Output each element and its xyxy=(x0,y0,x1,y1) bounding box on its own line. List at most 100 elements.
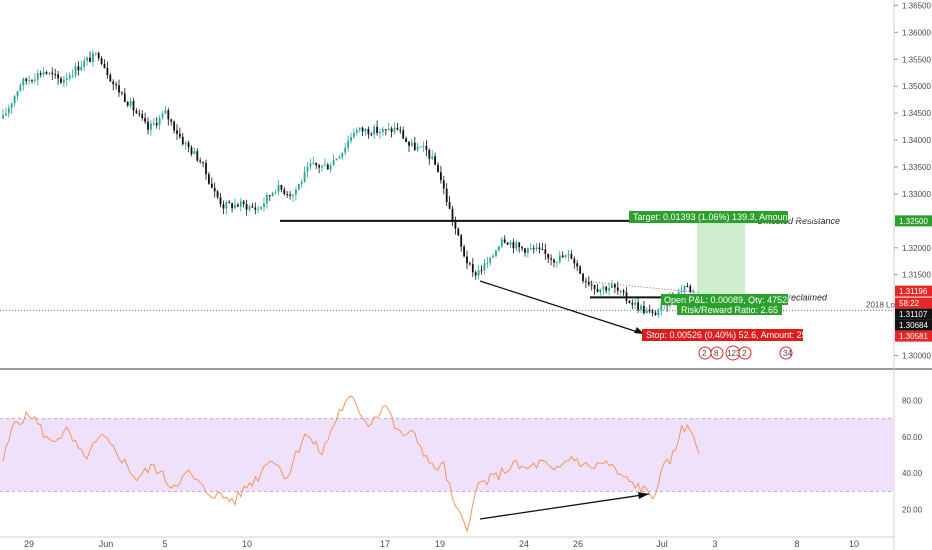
candle-body xyxy=(529,248,532,250)
candle-body xyxy=(190,147,193,155)
candle-body xyxy=(616,287,619,291)
event-icon[interactable] xyxy=(779,346,793,360)
candle-body xyxy=(274,191,277,193)
candle-body xyxy=(239,201,242,207)
candle-body xyxy=(245,204,248,210)
price-tag-box xyxy=(895,215,932,227)
candle-body xyxy=(419,146,422,148)
candle-body xyxy=(132,100,135,111)
candle-body xyxy=(576,263,579,267)
candle-body xyxy=(123,93,126,102)
stop-label-box[interactable] xyxy=(642,329,803,341)
candle-body xyxy=(355,129,358,133)
candle-body xyxy=(466,256,468,264)
event-count: 8 xyxy=(714,349,719,358)
candle-body xyxy=(266,195,268,204)
candle-body xyxy=(579,266,581,274)
event-count: 2 xyxy=(742,349,747,358)
rsi-trend-arrow[interactable] xyxy=(479,493,650,520)
candle-body xyxy=(477,270,480,276)
candle-body xyxy=(370,134,373,136)
candle-body xyxy=(425,145,428,150)
price-tick-label: 1.32000 xyxy=(902,244,931,253)
price-tag-box xyxy=(895,308,932,320)
price-tag-label: 1.30684 xyxy=(899,321,928,330)
candle-body xyxy=(692,290,695,292)
event-flag[interactable]: 123 xyxy=(725,345,741,361)
candle-body xyxy=(483,263,486,271)
candle-body xyxy=(657,310,660,315)
candle-body xyxy=(100,58,103,64)
candle-body xyxy=(268,195,271,197)
candle-body xyxy=(2,115,4,119)
price-trend-arrow[interactable] xyxy=(479,280,645,335)
candle-body xyxy=(181,136,184,145)
candle-body xyxy=(115,84,117,86)
time-axis[interactable]: 29 Jun 5 10 17 19 24 26 Jul 3 8 10 xyxy=(24,539,859,549)
rsi-tick-label: 20.00 xyxy=(902,506,923,515)
event-flag[interactable]: 2 xyxy=(738,346,752,360)
candle-body xyxy=(254,207,257,210)
event-flag[interactable]: 8 xyxy=(710,346,724,360)
target-zone xyxy=(697,220,745,296)
price-tag-label: 1.30581 xyxy=(899,332,928,341)
candle-body xyxy=(570,254,573,259)
event-flag[interactable]: 2 xyxy=(698,346,712,360)
candle-body xyxy=(271,192,274,196)
rsi-axis[interactable]: 80.00 60.00 40.00 20.00 xyxy=(902,396,923,514)
price-tick-label: 1.34000 xyxy=(902,136,931,145)
candle-body xyxy=(312,162,315,164)
candle-body xyxy=(628,300,631,304)
candle-body xyxy=(60,78,62,83)
candle-body xyxy=(22,78,25,86)
candle-body xyxy=(399,129,402,131)
candle-body xyxy=(208,174,210,184)
candle-body xyxy=(590,284,593,286)
candle-body xyxy=(147,121,149,130)
candle-body xyxy=(689,286,692,292)
candle-body xyxy=(384,129,387,131)
candle-body xyxy=(19,85,22,92)
price-tag-label: 1.31196 xyxy=(899,287,928,296)
candle-body xyxy=(634,302,637,305)
candle-body xyxy=(210,183,213,188)
price-axis[interactable]: 1.36500 1.36000 1.35500 1.35000 1.34500 1.340… xyxy=(894,1,931,361)
candle-body xyxy=(225,202,228,209)
candle-body xyxy=(512,242,515,249)
economic-events[interactable]: 2 8 123 2 34 xyxy=(698,345,793,361)
candle-body xyxy=(80,66,83,71)
price-tick-label: 1.34500 xyxy=(902,109,931,118)
candle-body xyxy=(5,113,7,116)
target-label-box[interactable] xyxy=(629,211,788,223)
candle-body xyxy=(237,204,239,207)
candle-body xyxy=(460,235,463,247)
candle-body xyxy=(654,312,657,315)
event-icon[interactable] xyxy=(710,346,724,360)
candle-body xyxy=(315,162,318,166)
event-flag[interactable]: 34 xyxy=(779,346,793,360)
price-tag-box xyxy=(895,319,932,331)
candle-body xyxy=(428,149,431,159)
time-tick-label: 29 xyxy=(24,539,34,549)
time-tick-label: 17 xyxy=(380,539,390,549)
pnl-label-box[interactable] xyxy=(661,294,788,305)
candle-body xyxy=(553,259,555,263)
candle-body xyxy=(121,92,123,94)
rsi-arrow-head xyxy=(638,492,649,499)
candle-body xyxy=(637,302,639,310)
candle-body xyxy=(344,147,347,153)
rr-label-box[interactable] xyxy=(677,304,782,315)
candle-body xyxy=(118,85,120,93)
candle-body xyxy=(332,160,335,166)
event-icon[interactable] xyxy=(738,346,752,360)
candle-body xyxy=(326,164,329,170)
time-tick-label: Jul xyxy=(656,539,668,549)
candle-body xyxy=(451,208,454,222)
candle-body xyxy=(599,289,602,293)
candle-body xyxy=(469,263,471,265)
candle-body xyxy=(448,202,451,209)
candle-body xyxy=(39,73,42,75)
time-tick-label: Jun xyxy=(99,539,114,549)
candle-body xyxy=(556,261,558,263)
